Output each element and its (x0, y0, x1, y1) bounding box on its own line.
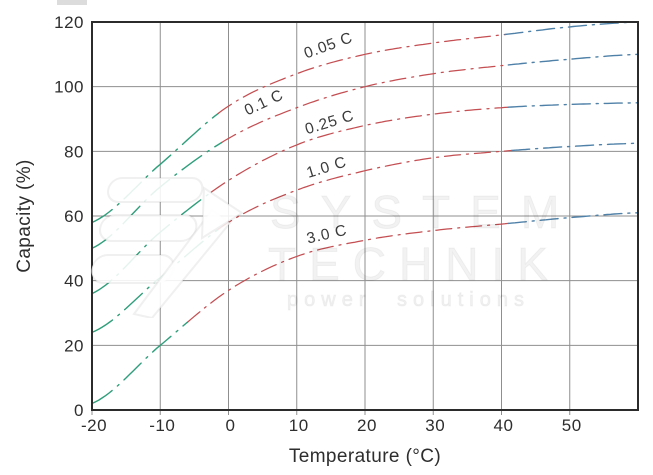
x-tick-label: 50 (562, 416, 582, 435)
y-tick-label: 0 (74, 401, 84, 420)
x-axis-title: Temperature (°C) (288, 446, 442, 467)
curve-0.1C-hot (507, 53, 639, 66)
curve-0.1C-cold (91, 141, 223, 249)
curve-0.25C-hot (507, 102, 639, 108)
x-tick-label: 30 (425, 416, 445, 435)
curve-label-3.0C: 3.0 C (305, 222, 349, 248)
top-edge-artifact (57, 0, 87, 5)
y-tick-label: 60 (64, 207, 84, 226)
curve-1.0C-hot (511, 142, 639, 152)
x-tick-label: 10 (289, 416, 309, 435)
x-tick-label: 20 (357, 416, 377, 435)
x-tick-label: 0 (226, 416, 236, 435)
curve-0.05C-mid (217, 33, 506, 115)
curve-3.0C-hot (507, 212, 639, 225)
curve-0.25C-mid (210, 106, 509, 193)
curve-0.25C-cold (91, 191, 213, 295)
curve-1.0C-mid (217, 149, 513, 231)
y-tick-label: 120 (54, 13, 84, 32)
x-tick-label: -10 (149, 416, 175, 435)
curve-0.1C-mid (221, 64, 509, 144)
y-tick-label: 100 (54, 78, 84, 97)
curve-3.0C-cold (91, 321, 189, 405)
curve-0.05C-hot (504, 21, 639, 36)
y-tick-label: 20 (64, 336, 84, 355)
curve-label-1.0C: 1.0 C (305, 154, 349, 182)
y-tick-label: 40 (64, 272, 84, 291)
curve-0.05C-cold (91, 112, 219, 224)
y-tick-label: 80 (64, 142, 84, 161)
y-axis-title: Capacity (%) (14, 159, 35, 273)
curve-label-0.05C: 0.05 C (302, 29, 355, 62)
curve-3.0C-mid (186, 222, 509, 323)
plot-frame (91, 21, 639, 411)
x-tick-label: -20 (81, 416, 107, 435)
x-tick-label: 40 (494, 416, 514, 435)
